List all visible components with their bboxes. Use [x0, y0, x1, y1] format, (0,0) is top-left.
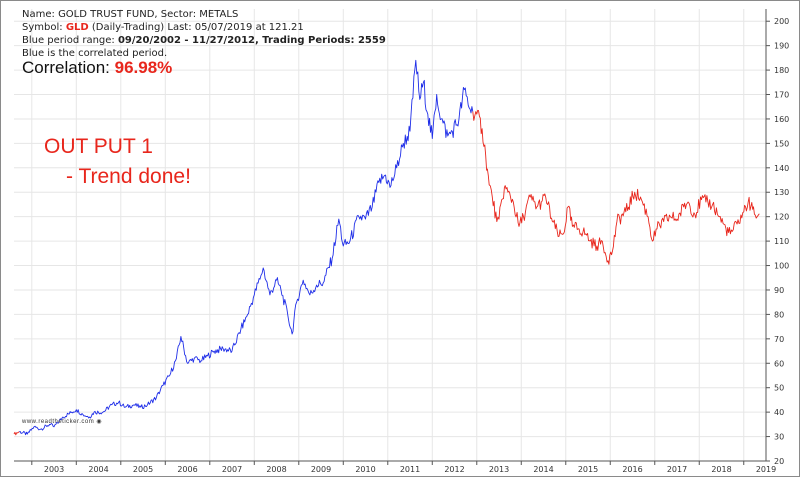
x-tick-label: 2019 — [756, 465, 776, 474]
y-tick-label: 60 — [774, 359, 784, 368]
series-line-1 — [19, 59, 474, 436]
info-range: 09/20/2002 - 11/27/2012, Trading Periods… — [117, 35, 386, 46]
watermark: www.readtheticker.com ◉ — [22, 419, 103, 425]
y-tick-label: 110 — [774, 237, 789, 246]
x-tick-label: 2013 — [489, 465, 509, 474]
y-axis-ticks: 20 30 40 50 60 70 80 90 100 110 120 130 140 150 160 170… — [766, 17, 789, 466]
y-tick-label: 100 — [774, 262, 789, 271]
y-tick-label: 90 — [774, 286, 784, 295]
x-tick-label: 2012 — [444, 465, 464, 474]
x-tick-label: 2011 — [400, 465, 420, 474]
annotation-line-2: - Trend done! — [66, 165, 191, 188]
info-name: GOLD TRUST FUND, Sector: METALS — [58, 9, 239, 20]
correlation-readout: Correlation: 96.98% — [22, 58, 172, 78]
y-tick-label: 40 — [774, 408, 784, 417]
x-tick-label: 2004 — [88, 465, 108, 474]
x-tick-label: 2003 — [44, 465, 64, 474]
y-tick-label: 80 — [774, 310, 784, 319]
info-note-line: Blue is the correlated period. — [22, 48, 168, 59]
x-tick-label: 2014 — [533, 465, 553, 474]
y-tick-label: 140 — [774, 164, 789, 173]
x-tick-label: 2018 — [711, 465, 731, 474]
y-tick-label: 130 — [774, 188, 789, 197]
info-name-prefix: Name: — [22, 9, 59, 20]
info-range-prefix: Blue period range: — [22, 35, 118, 46]
axes — [14, 9, 767, 462]
y-tick-label: 20 — [774, 457, 784, 466]
x-tick-label: 2006 — [177, 465, 197, 474]
x-tick-label: 2007 — [222, 465, 242, 474]
y-tick-label: 120 — [774, 213, 789, 222]
info-range-line: Blue period range: 09/20/2002 - 11/27/20… — [22, 35, 386, 46]
y-tick-label: 150 — [774, 139, 789, 148]
correlation-label: Correlation: — [22, 58, 115, 77]
y-tick-label: 70 — [774, 335, 784, 344]
x-tick-label: 2016 — [622, 465, 642, 474]
y-tick-label: 50 — [774, 384, 784, 393]
x-axis-ticks: 2003 2004 2005 2006 2007 2008 2009 2010 2011 2012… — [31, 461, 776, 474]
x-tick-label: 2005 — [133, 465, 153, 474]
x-tick-label: 2009 — [311, 465, 331, 474]
y-tick-label: 30 — [774, 433, 784, 442]
series-line-0 — [13, 431, 20, 436]
x-tick-label: 2017 — [667, 465, 687, 474]
x-tick-label: 2015 — [578, 465, 598, 474]
info-symbol-line: Symbol: GLD (Daily-Trading) Last: 05/07/… — [22, 22, 304, 33]
annotation-line-1: OUT PUT 1 — [44, 135, 153, 158]
y-tick-label: 170 — [774, 91, 789, 100]
grid-lines — [14, 9, 766, 462]
watermark-text: www.readtheticker.com — [22, 419, 95, 425]
series-lines — [13, 59, 760, 436]
info-symbol-prefix: Symbol: — [22, 22, 66, 33]
info-symbol-rest: (Daily-Trading) Last: 05/07/2019 at 121.… — [88, 22, 304, 33]
y-tick-label: 160 — [774, 115, 789, 124]
x-tick-label: 2010 — [355, 465, 375, 474]
y-tick-label: 180 — [774, 66, 789, 75]
series-line-2 — [472, 109, 760, 265]
y-tick-label: 200 — [774, 17, 789, 26]
info-symbol: GLD — [65, 22, 89, 33]
x-tick-label: 2008 — [266, 465, 286, 474]
info-name-line: Name: GOLD TRUST FUND, Sector: METALS — [22, 9, 238, 20]
y-tick-label: 190 — [774, 42, 789, 51]
correlation-value: 96.98% — [114, 58, 173, 77]
